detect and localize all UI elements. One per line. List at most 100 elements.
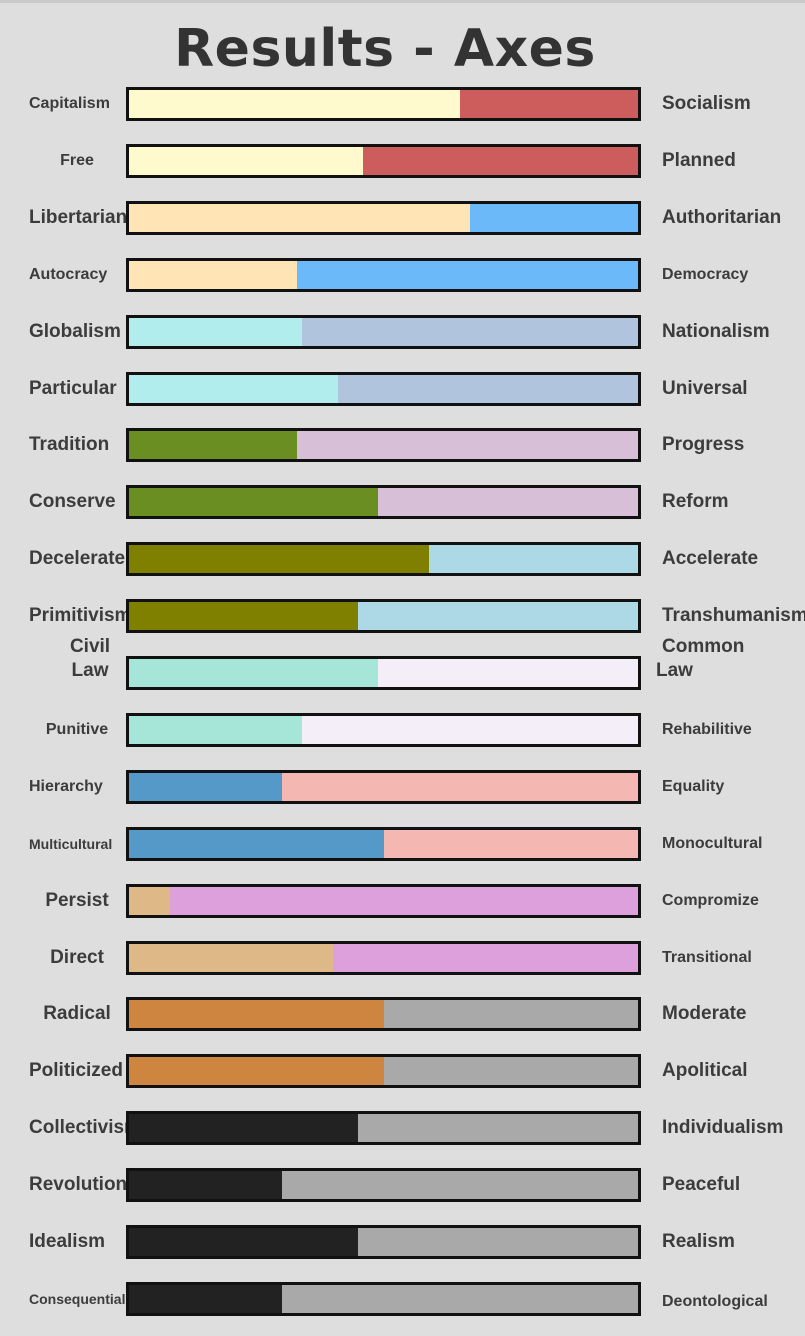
top-edge-divider (0, 0, 805, 3)
axis-bar-left-fill (129, 830, 384, 858)
axis-right-label: Reform (662, 491, 729, 512)
axis-bar-right-fill (358, 1228, 638, 1256)
axis-bar-right-fill (378, 488, 638, 516)
axis-row: Conserve Reform (0, 485, 805, 519)
axis-bar-left-fill (129, 773, 282, 801)
axis-bar (126, 827, 641, 861)
axis-left-label: Consequentialism (29, 1291, 126, 1307)
axis-row: Particular Universal (0, 372, 805, 406)
axis-bar-right-fill (383, 830, 638, 858)
axis-left-label: Civil Law (54, 635, 126, 683)
axis-right-label: Transhumanism (662, 605, 805, 626)
axis-bar-left-fill (129, 431, 297, 459)
axis-bar (126, 542, 641, 576)
axis-left-label: Capitalism (29, 95, 110, 112)
axis-row: Libertarian Authoritarian (0, 201, 805, 235)
axis-bar-right-fill (302, 716, 638, 744)
axis-left-label: Free (60, 152, 94, 169)
axis-row: Direct Transitional (0, 941, 805, 975)
axis-bar (126, 1282, 641, 1316)
axis-bar-left-fill (129, 1171, 282, 1199)
axis-left-label: Politicized (29, 1060, 123, 1081)
axis-row: Hierarchy Equality (0, 770, 805, 804)
axis-right-label: Apolitical (662, 1060, 748, 1081)
axis-left-label: Libertarian (29, 207, 126, 228)
axis-bar-left-fill (129, 1228, 359, 1256)
axis-bar-right-fill (169, 887, 638, 915)
axis-row: Radical Moderate (0, 997, 805, 1031)
axis-left-label-line: Civil (69, 636, 111, 657)
axis-row: Politicized Apolitical (0, 1054, 805, 1088)
axis-bar-right-fill (281, 773, 638, 801)
axis-bar-left-fill (129, 545, 430, 573)
axis-row: Revolution Peaceful (0, 1168, 805, 1202)
axis-row: Punitive Rehabilitive (0, 713, 805, 747)
axis-right-label: Peaceful (662, 1174, 741, 1195)
axis-right-label: Democracy (662, 266, 749, 283)
axis-bar (126, 315, 641, 349)
axis-bar-left-fill (129, 318, 303, 346)
axis-right-label: Rehabilitive (662, 721, 752, 738)
axis-bar (126, 1168, 641, 1202)
axis-bar-left-fill (129, 716, 303, 744)
axis-left-label: Autocracy (29, 266, 108, 283)
page-title: Results - Axes (174, 19, 596, 79)
axis-bar-right-fill (337, 375, 638, 403)
axis-right-label: Universal (662, 378, 748, 399)
axis-bar (126, 144, 641, 178)
axis-bar-left-fill (129, 944, 333, 972)
axis-bar (126, 1111, 641, 1145)
axis-bar-left-fill (129, 602, 359, 630)
axis-bar-left-fill (129, 1114, 359, 1142)
axis-bar (126, 599, 641, 633)
axis-row: Multicultural Monocultural (0, 827, 805, 861)
axis-left-label: Direct (50, 947, 104, 968)
axis-bar-left-fill (129, 375, 338, 403)
axis-row: Collectivism Individualism (0, 1111, 805, 1145)
axis-right-label: Transitional (662, 949, 752, 966)
axis-bar (126, 201, 641, 235)
axis-row: Tradition Progress (0, 428, 805, 462)
axis-bar (126, 997, 641, 1031)
axis-right-label: Nationalism (662, 321, 770, 342)
axis-bar-right-fill (383, 1057, 638, 1085)
axis-left-label: Decelerate (29, 548, 126, 569)
axis-row: Autocracy Democracy (0, 258, 805, 292)
axis-bar-left-fill (129, 261, 297, 289)
axis-row: Globalism Nationalism (0, 315, 805, 349)
axis-bar-right-fill (383, 1000, 638, 1028)
axis-bar-left-fill (129, 1057, 384, 1085)
axis-bar-left-fill (129, 1285, 282, 1313)
axis-right-label: Socialism (662, 93, 751, 114)
axis-bar (126, 884, 641, 918)
axis-bar-right-fill (378, 659, 638, 687)
axis-left-label: Tradition (29, 434, 110, 455)
axis-right-label: Moderate (662, 1003, 747, 1024)
axis-right-label: Equality (662, 778, 725, 795)
axis-bar (126, 713, 641, 747)
axis-left-label: Primitivism (29, 605, 126, 626)
axis-bar-right-fill (363, 147, 638, 175)
axis-bar-left-fill (129, 659, 379, 687)
axis-bar-left-fill (129, 488, 379, 516)
axis-left-label: Conserve (29, 491, 116, 512)
axis-right-label: Monocultural (662, 835, 763, 852)
axis-row: Free Planned (0, 144, 805, 178)
axis-bar-right-fill (281, 1285, 638, 1313)
axis-bar-right-fill (470, 204, 638, 232)
axis-bar (126, 1054, 641, 1088)
axis-bar-left-fill (129, 1000, 384, 1028)
axis-left-label: Multicultural (29, 836, 113, 852)
axis-bar-right-fill (296, 261, 638, 289)
axis-left-label: Collectivism (29, 1117, 126, 1138)
axis-right-label: Individualism (662, 1117, 784, 1138)
axis-row: Civil Law Common Law (0, 636, 805, 690)
axis-row: Primitivism Transhumanism (0, 599, 805, 633)
axis-right-label-line: Law (656, 660, 693, 681)
axis-left-label-line: Law (71, 660, 109, 681)
axis-right-label: Common Law (656, 635, 805, 683)
axis-right-label: Deontological (662, 1293, 768, 1310)
axis-row: Capitalism Socialism (0, 87, 805, 121)
axis-bar (126, 1225, 641, 1259)
axis-left-label: Revolution (29, 1174, 126, 1195)
